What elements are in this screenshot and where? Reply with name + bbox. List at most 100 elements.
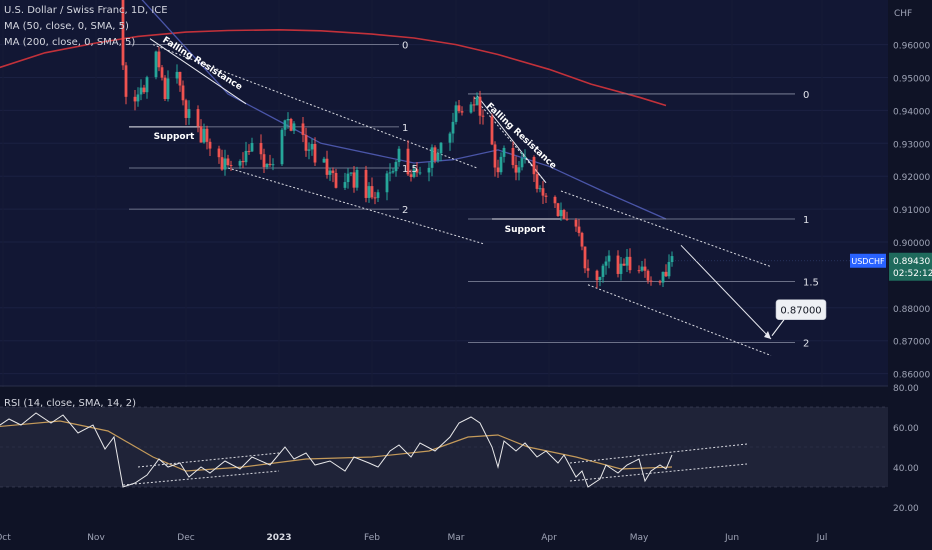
ma200-line bbox=[0, 28, 667, 107]
time-tick-label: Nov bbox=[87, 533, 105, 543]
candle-body bbox=[565, 218, 569, 220]
candle-body bbox=[373, 197, 377, 199]
candle-body bbox=[355, 169, 359, 188]
candle-body bbox=[520, 158, 524, 168]
chart-title: U.S. Dollar / Swiss Franc, 1D, ICE bbox=[4, 5, 168, 16]
candle-body bbox=[538, 188, 542, 190]
candle-body bbox=[472, 104, 476, 106]
candle-body bbox=[514, 164, 518, 173]
currency-label: CHF bbox=[894, 9, 912, 19]
time-tick-label: Feb bbox=[364, 533, 380, 543]
price-tick-label: 0.86000 bbox=[893, 371, 930, 381]
candle-body bbox=[166, 78, 170, 100]
candle-body bbox=[433, 147, 437, 161]
candle-body bbox=[667, 262, 671, 277]
candle-body bbox=[346, 173, 350, 183]
channel-support-2 bbox=[587, 284, 772, 356]
candle-body bbox=[409, 174, 413, 177]
candle-body bbox=[328, 170, 332, 175]
candle-body bbox=[544, 195, 548, 197]
candle-body bbox=[517, 167, 521, 173]
falling-resistance-solid-1 bbox=[149, 38, 247, 105]
candle-body bbox=[223, 158, 227, 170]
candle-body bbox=[187, 109, 191, 118]
ma200-legend: MA (200, close, 0, SMA, 5) bbox=[4, 37, 136, 48]
candle-body bbox=[490, 116, 494, 145]
candle-body bbox=[388, 172, 392, 174]
target-callout-box bbox=[775, 299, 827, 321]
candle-body bbox=[154, 51, 158, 78]
support-label-1: Support bbox=[154, 132, 195, 142]
candle-body bbox=[196, 109, 200, 127]
candle-body bbox=[286, 119, 290, 121]
candles bbox=[121, 0, 674, 289]
rsi-channel-lower-2 bbox=[569, 463, 748, 482]
candle-body bbox=[352, 172, 356, 188]
candle-body bbox=[601, 265, 605, 277]
candle-body bbox=[184, 100, 188, 118]
time-tick-label: 2023 bbox=[266, 533, 291, 543]
candle-body bbox=[511, 147, 515, 165]
candle-body bbox=[469, 104, 473, 113]
rsi-tick-label: 40.00 bbox=[893, 464, 919, 474]
price-tick-label: 0.91000 bbox=[893, 206, 930, 216]
candle-body bbox=[577, 226, 581, 233]
candle-body bbox=[541, 188, 545, 196]
candle-body bbox=[289, 119, 293, 131]
candle-body bbox=[349, 172, 353, 174]
candle-body bbox=[457, 105, 461, 112]
candle-body bbox=[637, 270, 641, 272]
candle-body bbox=[199, 126, 203, 143]
candle-body bbox=[241, 161, 245, 163]
rsi-title: RSI (14, close, SMA, 14, 2) bbox=[4, 398, 136, 409]
rsi-line bbox=[0, 412, 673, 488]
candle-body bbox=[619, 263, 623, 274]
candle-body bbox=[622, 263, 626, 266]
candle-body bbox=[385, 173, 389, 193]
candle-body bbox=[175, 71, 179, 79]
candle-body bbox=[370, 186, 374, 198]
fib-label-2: 1 bbox=[803, 215, 809, 226]
candle-body bbox=[616, 255, 620, 274]
candle-body bbox=[640, 266, 644, 271]
candle-body bbox=[301, 123, 305, 135]
support-label-2: Support bbox=[505, 225, 546, 235]
candle-body bbox=[607, 255, 611, 262]
candle-body bbox=[499, 156, 503, 173]
candle-body bbox=[427, 167, 431, 173]
candle-body bbox=[451, 121, 455, 134]
candle-body bbox=[415, 169, 419, 173]
candle-body bbox=[532, 156, 536, 175]
candle-body bbox=[628, 256, 632, 271]
candle-body bbox=[595, 270, 599, 281]
price-tick-label: 0.92000 bbox=[893, 173, 930, 183]
candle-body bbox=[625, 256, 629, 266]
candle-body bbox=[205, 128, 209, 142]
rsi-tick-label: 20.00 bbox=[893, 504, 919, 514]
candle-body bbox=[229, 165, 233, 167]
candle-body bbox=[553, 196, 557, 204]
candle-body bbox=[343, 182, 347, 188]
candle-body bbox=[325, 158, 329, 175]
symbol-badge bbox=[850, 253, 886, 268]
time-tick-label: Oct bbox=[0, 533, 11, 543]
candle-body bbox=[220, 157, 224, 170]
candle-body bbox=[163, 77, 167, 100]
candle-body bbox=[217, 148, 221, 158]
candle-body bbox=[271, 164, 275, 166]
rsi-panel: RSI (14, close, SMA, 14, 2) bbox=[0, 398, 888, 488]
projection-arrowhead bbox=[764, 331, 771, 340]
time-tick-label: Dec bbox=[177, 533, 194, 543]
fib-label-2: 1.5 bbox=[803, 277, 819, 288]
fib-label-1: 2 bbox=[402, 205, 408, 216]
candle-body bbox=[157, 51, 161, 68]
candle-body bbox=[496, 167, 500, 173]
axes: 0.96000 0.95000 0.94000 0.93000 0.92000 0.910… bbox=[0, 9, 932, 543]
candle-body bbox=[307, 149, 311, 151]
candle-body bbox=[598, 276, 602, 281]
candle-body bbox=[661, 271, 665, 283]
candle-body bbox=[439, 142, 443, 154]
candle-body bbox=[310, 144, 314, 150]
candle-body bbox=[454, 105, 458, 122]
